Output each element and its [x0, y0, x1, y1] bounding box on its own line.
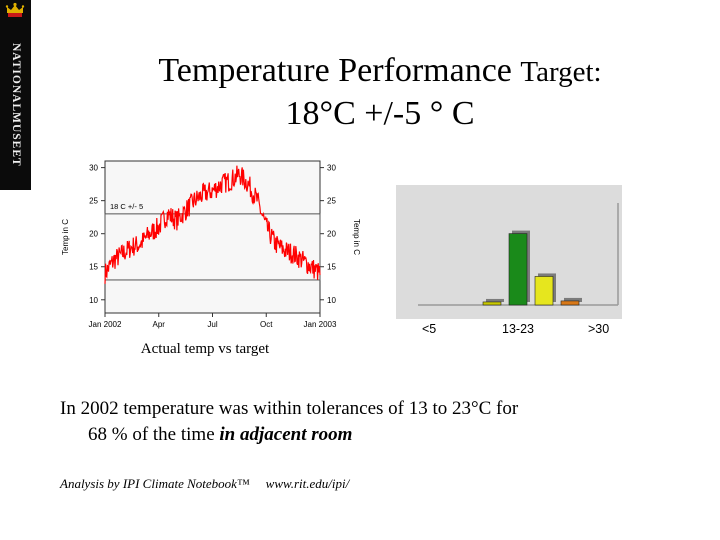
summary-emphasis: in adjacent room	[219, 424, 353, 445]
bar-shadow	[486, 298, 504, 302]
line-chart-caption: Actual temp vs target	[140, 341, 270, 357]
y-axis-label-right: Temp in C	[352, 219, 361, 255]
bar	[560, 300, 580, 306]
bar-shadow	[564, 297, 582, 302]
y-tick-label-right: 10	[327, 296, 336, 305]
bar	[508, 233, 528, 306]
title-target: Target:	[520, 56, 602, 88]
y-tick-label-right: 25	[327, 197, 336, 206]
y-tick-label-left: 25	[89, 197, 98, 206]
bar	[482, 301, 502, 306]
temperature-line-chart: 10 10 15 15 20 20 25 25 30 30 Jan 2002 Apr Jul Oct Jan…	[61, 160, 361, 329]
x-tick-label: Oct	[260, 320, 273, 329]
distribution-bar-chart	[396, 185, 622, 319]
bar-category-labels: <5 13-23 >30	[396, 320, 622, 340]
y-tick-label-left: 30	[89, 164, 98, 173]
x-tick-label: Jan 2002	[89, 320, 122, 329]
y-tick-label-right: 20	[327, 230, 336, 239]
y-tick-label-right: 15	[327, 263, 336, 272]
target-band-label: 18 C +/- 5	[110, 202, 143, 211]
title-range: 18°C +/-5 ° C	[285, 95, 475, 132]
y-tick-label-left: 20	[89, 230, 98, 239]
museum-logo-bar: NATIONALMUSEET	[0, 0, 31, 190]
analysis-url: www.rit.edu/ipi/	[265, 476, 350, 491]
summary-line1: In 2002 temperature was within tolerance…	[60, 398, 519, 419]
slide-title: Temperature Performance Target: 18°C +/-…	[40, 50, 720, 135]
x-tick-label: Jan 2003	[304, 320, 337, 329]
y-tick-label-left: 15	[89, 263, 98, 272]
analysis-tool: Analysis by IPI Climate Notebook™	[60, 476, 250, 491]
plot-frame	[104, 160, 321, 314]
summary-line2: 68 % of the time	[88, 424, 220, 445]
title-main: Temperature Performance	[158, 52, 521, 89]
bar	[534, 276, 554, 306]
museum-name: NATIONALMUSEET	[10, 43, 22, 167]
y-tick-label-right: 30	[327, 164, 336, 173]
bar-category-label: >30	[588, 322, 610, 336]
bar-category-label: 13-23	[502, 322, 534, 336]
temperature-series-line	[104, 165, 321, 284]
target-band	[104, 213, 321, 281]
x-tick-label: Apr	[153, 320, 166, 329]
x-tick-label: Jul	[207, 320, 217, 329]
analysis-credit: Analysis by IPI Climate Notebook™ www.rit…	[60, 476, 349, 492]
y-tick-label-left: 10	[89, 296, 98, 305]
bar-category-label: <5	[422, 322, 437, 336]
crown-icon	[5, 2, 25, 17]
summary-text: In 2002 temperature was within tolerance…	[60, 396, 700, 448]
y-axis-label-left: Temp in C	[61, 219, 70, 255]
